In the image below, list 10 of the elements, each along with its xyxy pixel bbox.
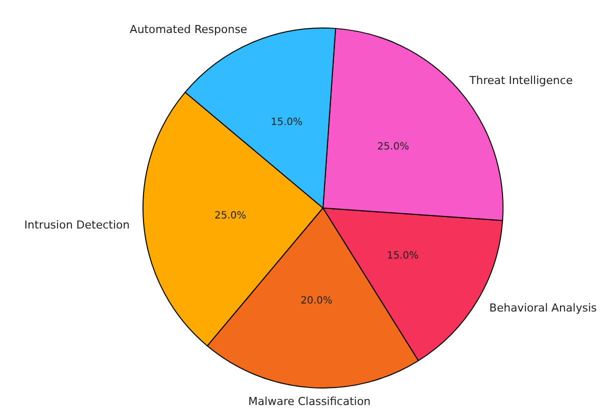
slice-label: Malware Classification: [248, 395, 371, 408]
data-label: 15.0%: [270, 116, 303, 128]
slice-label: Behavioral Analysis: [489, 301, 598, 314]
slice-label: Threat Intelligence: [468, 74, 573, 88]
slice-label: Automated Response: [130, 22, 248, 36]
data-label: 25.0%: [214, 210, 246, 222]
data-label: 15.0%: [386, 250, 419, 262]
data-label: 20.0%: [300, 295, 332, 306]
data-label: 25.0%: [377, 141, 410, 152]
slice-label: Intrusion Detection: [24, 218, 130, 232]
